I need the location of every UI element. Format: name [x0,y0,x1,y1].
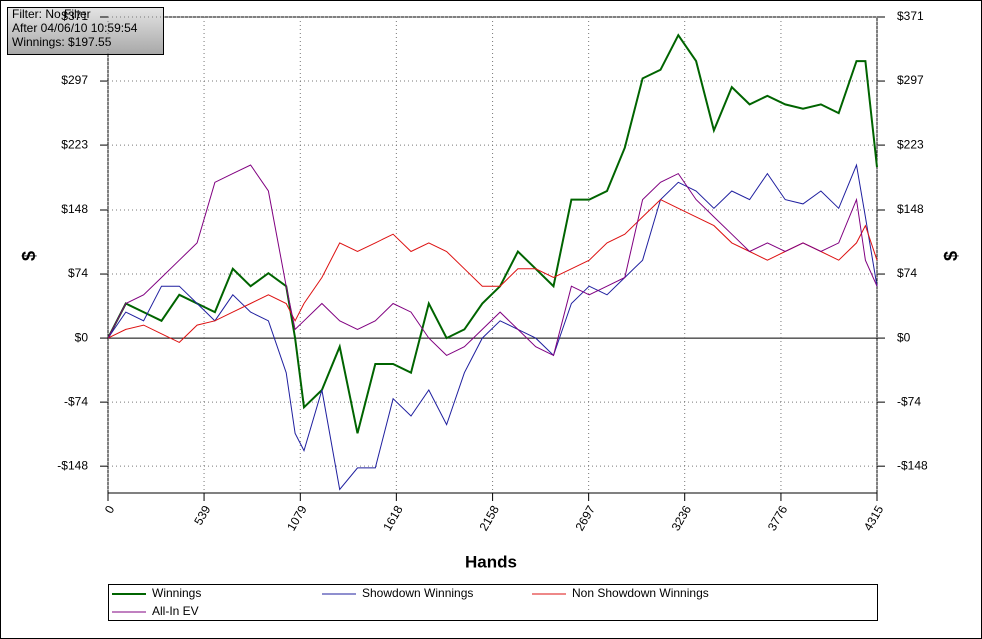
y-tick-label: $148 [61,202,88,216]
y-tick-label-right: $148 [897,202,924,216]
series-line [107,33,878,434]
series-line [107,164,878,357]
info-box [7,7,164,55]
y-tick-label: $371 [61,9,88,23]
y-tick-label-right: $297 [897,73,924,87]
y-axis-label: $ [19,251,39,261]
y-tick-label: $297 [61,73,88,87]
info-text: Filter: No Filter [12,7,91,21]
legend-label: All-In EV [152,604,199,618]
x-axis-label: Hands [465,552,517,571]
y-axis-label-right: $ [941,251,961,261]
y-tick-label: -$74 [64,394,88,408]
y-tick-label-right: -$148 [897,458,928,472]
y-tick-label: $223 [61,137,88,151]
series-line [107,163,878,491]
y-tick-label: $74 [68,266,88,280]
y-tick-label-right: $74 [897,266,917,280]
y-tick-label-right: -$74 [897,394,921,408]
info-text: After 04/06/10 10:59:54 [12,21,138,35]
y-tick-label-right: $223 [897,137,924,151]
info-text: Winnings: $197.55 [12,35,112,49]
legend-label: Showdown Winnings [362,586,473,600]
legend-label: Non Showdown Winnings [572,586,709,600]
series-line [107,198,878,344]
legend-label: Winnings [152,586,201,600]
y-tick-label-right: $371 [897,9,924,23]
y-tick-label: $0 [75,330,89,344]
legend [108,584,878,621]
y-tick-label-right: $0 [897,330,911,344]
y-tick-label: -$148 [57,458,88,472]
